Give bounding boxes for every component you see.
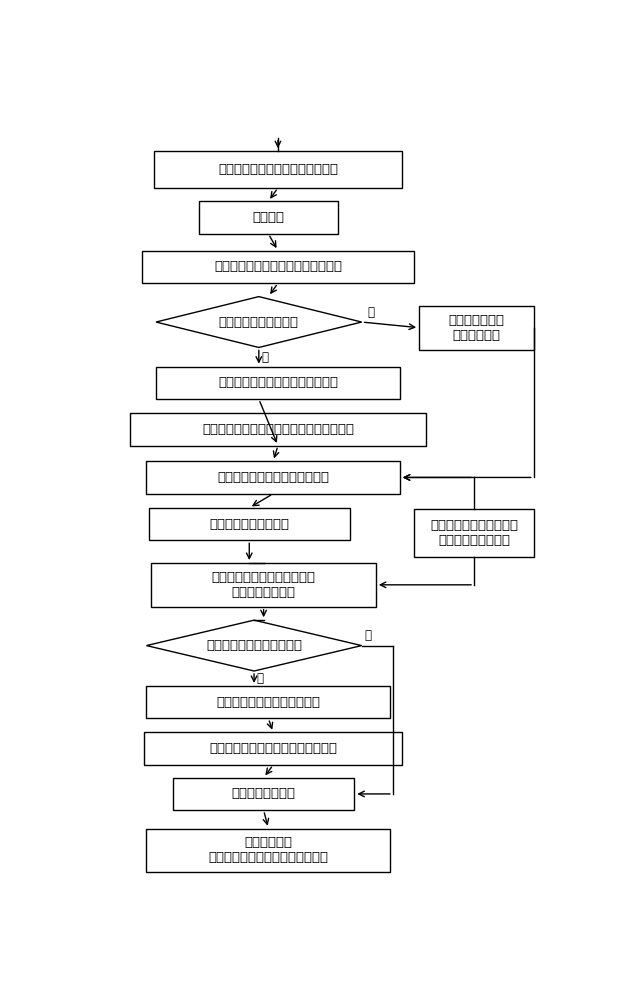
FancyBboxPatch shape bbox=[130, 413, 426, 446]
Polygon shape bbox=[146, 620, 362, 671]
Text: 否: 否 bbox=[364, 629, 371, 642]
Text: 重新构建云端故障诊断及预测模型: 重新构建云端故障诊断及预测模型 bbox=[218, 376, 338, 389]
Text: 对云端故障诊断及预测模型进行评估: 对云端故障诊断及预测模型进行评估 bbox=[214, 260, 342, 273]
Text: 车载故障诊断系
统模型不更新: 车载故障诊断系 统模型不更新 bbox=[449, 314, 505, 342]
FancyBboxPatch shape bbox=[419, 306, 534, 350]
FancyBboxPatch shape bbox=[156, 367, 400, 399]
Text: 云诊断模块调用远程云端
提供的故障诊断服务: 云诊断模块调用远程云端 提供的故障诊断服务 bbox=[430, 519, 518, 547]
Text: 使用云端故障诊断服务进行辅助诊断: 使用云端故障诊断服务进行辅助诊断 bbox=[209, 742, 337, 755]
FancyBboxPatch shape bbox=[154, 151, 402, 188]
Text: 车载系统实时故障诊断: 车载系统实时故障诊断 bbox=[209, 518, 289, 531]
Text: 车载故障诊断子系统更新车载故障诊断模型: 车载故障诊断子系统更新车载故障诊断模型 bbox=[202, 423, 354, 436]
FancyBboxPatch shape bbox=[146, 686, 391, 718]
Text: 数据存储: 数据存储 bbox=[252, 211, 284, 224]
Text: 否: 否 bbox=[368, 306, 375, 319]
Text: 是否有漏报、误报情况: 是否有漏报、误报情况 bbox=[219, 316, 299, 329]
Text: 是: 是 bbox=[261, 351, 268, 364]
Text: 重大故障是否有漏报、误报: 重大故障是否有漏报、误报 bbox=[206, 639, 302, 652]
Polygon shape bbox=[156, 297, 362, 347]
Text: 提升云诊断与云端通信优先级: 提升云诊断与云端通信优先级 bbox=[217, 696, 320, 709]
FancyBboxPatch shape bbox=[146, 461, 400, 494]
FancyBboxPatch shape bbox=[149, 508, 350, 540]
Text: 是: 是 bbox=[257, 672, 263, 685]
FancyBboxPatch shape bbox=[144, 732, 402, 765]
FancyBboxPatch shape bbox=[199, 201, 337, 234]
Text: 故障诊断结果提示: 故障诊断结果提示 bbox=[231, 787, 296, 800]
FancyBboxPatch shape bbox=[142, 251, 414, 283]
Text: 列车运行时，列车运行数据采集: 列车运行时，列车运行数据采集 bbox=[217, 471, 329, 484]
Text: 列车运行结束
运行数据上传到云端数据采集模块: 列车运行结束 运行数据上传到云端数据采集模块 bbox=[209, 836, 328, 864]
FancyBboxPatch shape bbox=[146, 829, 391, 872]
Text: 云端对列车运行历史数据进行采集: 云端对列车运行历史数据进行采集 bbox=[218, 163, 338, 176]
Text: 对车载系统和云端系统的故障
诊断结果进行对比: 对车载系统和云端系统的故障 诊断结果进行对比 bbox=[212, 571, 316, 599]
FancyBboxPatch shape bbox=[414, 509, 534, 557]
FancyBboxPatch shape bbox=[173, 778, 354, 810]
FancyBboxPatch shape bbox=[151, 563, 376, 607]
